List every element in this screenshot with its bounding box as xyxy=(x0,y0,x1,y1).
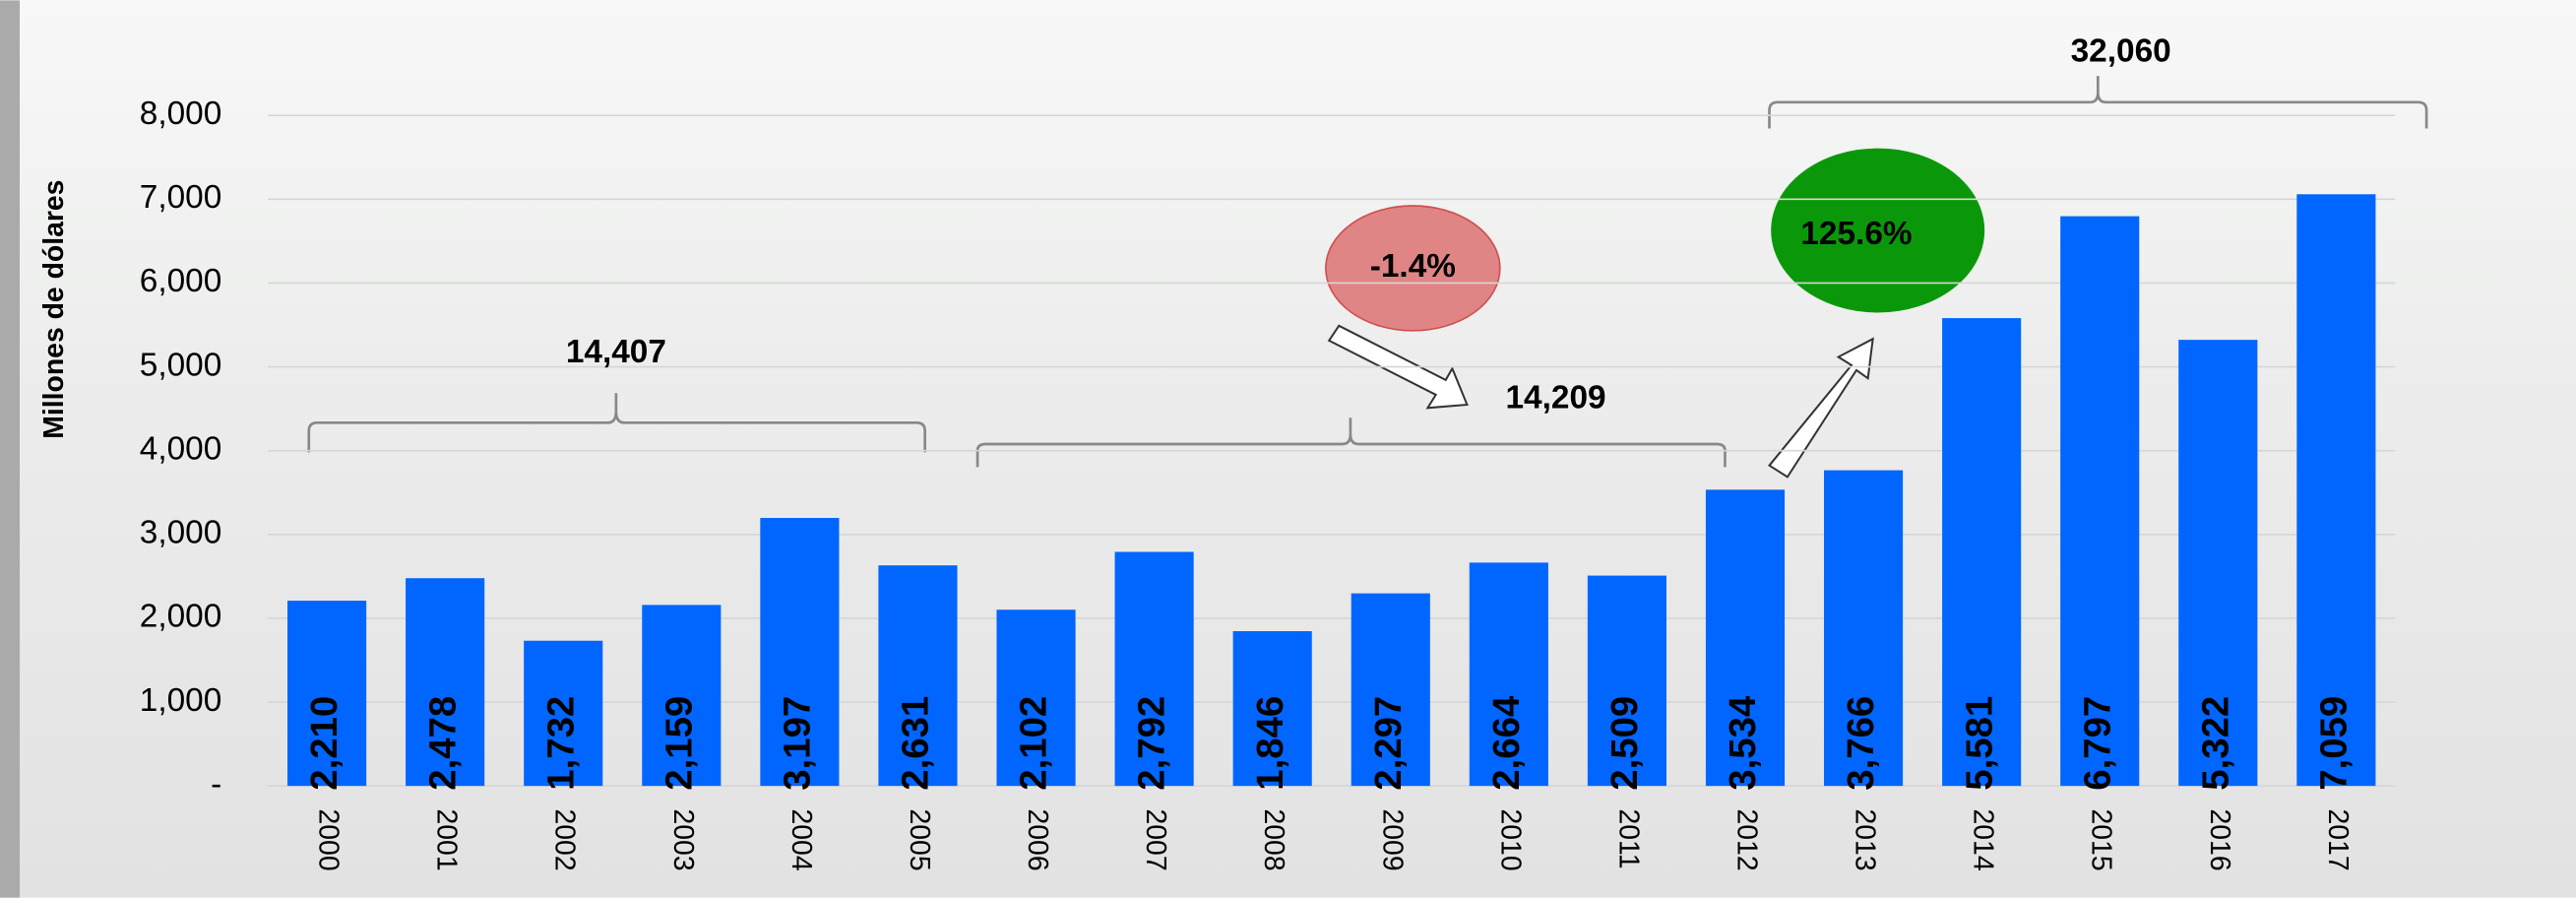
x-tick-label: 2010 xyxy=(1494,809,1526,871)
x-tick-label: 2016 xyxy=(2204,809,2235,871)
bar xyxy=(287,601,367,787)
annotation: 32,060 xyxy=(2071,33,2171,70)
side-strip xyxy=(0,0,21,898)
annotation: 14,407 xyxy=(566,334,666,370)
bar xyxy=(1942,318,2022,787)
value-label: 2,509 xyxy=(1603,696,1646,791)
x-tick-label: 2006 xyxy=(1022,809,1053,871)
bar xyxy=(1824,470,1904,787)
bar xyxy=(1351,593,1430,787)
x-tick-label: 2008 xyxy=(1258,809,1289,871)
bar xyxy=(1587,575,1666,787)
x-tick-label: 2001 xyxy=(431,809,463,871)
value-label: 2,478 xyxy=(421,696,464,791)
bar xyxy=(2178,340,2258,787)
value-label: 2,631 xyxy=(895,696,937,791)
annotation: 125.6% xyxy=(1800,216,1912,252)
value-label: 5,322 xyxy=(2194,696,2236,791)
badge xyxy=(1325,205,1501,332)
bar xyxy=(406,578,485,787)
value-label: 2,210 xyxy=(303,696,346,791)
value-label: 5,581 xyxy=(1958,696,2000,791)
bar xyxy=(996,609,1076,787)
y-tick-label: 2,000 xyxy=(140,599,222,635)
x-tick-label: 2002 xyxy=(549,809,581,871)
x-tick-label: 2013 xyxy=(1850,809,1881,871)
brace xyxy=(975,417,1727,468)
annotation: -1.4% xyxy=(1370,248,1456,285)
value-label: 2,102 xyxy=(1013,696,1055,791)
value-label: 7,059 xyxy=(2313,696,2356,791)
value-label: 3,197 xyxy=(777,696,819,791)
x-tick-label: 2003 xyxy=(667,809,699,871)
arrow xyxy=(1768,337,1874,479)
y-tick-label: 1,000 xyxy=(140,682,222,719)
bar xyxy=(1469,562,1548,787)
x-tick-label: 2014 xyxy=(1968,809,1999,871)
bar xyxy=(524,640,603,787)
bar xyxy=(642,605,722,787)
value-label: 3,766 xyxy=(1840,696,1882,791)
value-label: 2,159 xyxy=(658,696,700,791)
value-label: 3,534 xyxy=(1722,695,1764,791)
value-label: 2,664 xyxy=(1485,695,1528,791)
x-tick-label: 2000 xyxy=(313,809,345,871)
bar xyxy=(1705,489,1786,787)
annotation: 14,209 xyxy=(1506,380,1606,417)
bar xyxy=(2296,194,2376,787)
x-tick-label: 2017 xyxy=(2322,809,2354,871)
y-tick-label: 6,000 xyxy=(140,263,222,299)
value-label: 1,846 xyxy=(1249,696,1291,791)
bar xyxy=(878,565,958,787)
x-tick-label: 2009 xyxy=(1376,809,1408,871)
value-label: 2,297 xyxy=(1367,696,1410,791)
y-tick-label: - xyxy=(211,766,221,802)
value-label: 2,792 xyxy=(1131,696,1173,791)
brace xyxy=(307,393,926,453)
x-tick-label: 2015 xyxy=(2086,809,2117,871)
x-tick-label: 2004 xyxy=(785,809,817,871)
y-tick-label: 3,000 xyxy=(140,515,222,551)
bar xyxy=(1114,551,1194,787)
bar xyxy=(2060,216,2140,787)
value-label: 1,732 xyxy=(539,696,582,791)
y-tick-label: 8,000 xyxy=(140,96,222,132)
y-tick-label: 5,000 xyxy=(140,347,222,383)
bar xyxy=(760,518,840,787)
x-tick-label: 2012 xyxy=(1730,809,1762,871)
bar xyxy=(1232,631,1312,787)
x-tick-label: 2011 xyxy=(1612,809,1644,869)
x-tick-label: 2005 xyxy=(904,809,935,871)
x-tick-label: 2007 xyxy=(1140,809,1171,871)
y-tick-label: 4,000 xyxy=(140,430,222,467)
y-tick-label: 7,000 xyxy=(140,179,222,216)
badge xyxy=(1771,148,1985,313)
brace xyxy=(1768,76,2428,129)
value-label: 6,797 xyxy=(2076,696,2118,791)
y-axis-label: Millones de dólares xyxy=(38,180,70,439)
